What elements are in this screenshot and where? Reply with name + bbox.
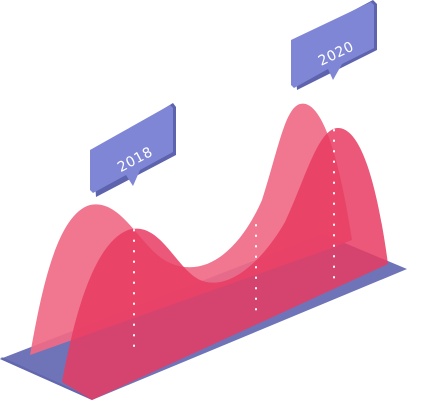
callout-2018-box <box>90 105 173 193</box>
floor-plane-edge <box>0 357 92 400</box>
front-wave <box>62 128 388 400</box>
callout-2018: 2018 <box>90 103 176 197</box>
callout-2020: 2020 <box>291 0 377 90</box>
callout-2020-box <box>291 2 374 88</box>
